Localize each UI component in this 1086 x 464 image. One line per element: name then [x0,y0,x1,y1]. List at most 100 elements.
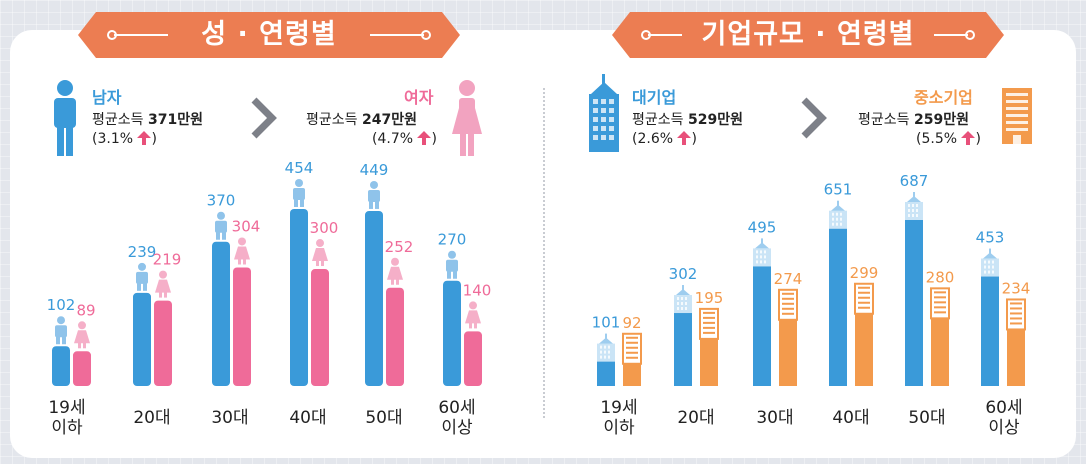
male-figure-icon [136,262,148,291]
male-icon [54,80,76,156]
chevron-right-icon [801,97,827,139]
bar-male [365,210,383,386]
income-value: 259만원 [913,112,969,128]
data-label-female: 140 [463,281,492,299]
data-label-large: 101 [592,314,621,332]
tower-figure-icon [981,248,999,277]
x-tick-label: 30대 [211,408,249,428]
bar-female [386,287,404,386]
male-legend-income: 평균소득 371만원 [92,109,203,129]
data-label-female: 219 [153,251,182,269]
tower-figure-icon [753,238,771,267]
up-arrow-icon [961,131,976,145]
sme-figure-icon [778,288,798,321]
sme-figure-icon [930,287,950,320]
x-tick-label: 30대 [756,408,794,428]
up-arrow-icon [417,131,432,145]
bar-male [52,346,70,386]
data-label-sme: 280 [926,268,955,286]
male-legend-change: (3.1% ) [92,131,157,147]
male-figure-icon [446,250,458,279]
income-label: 평균소득 [632,112,684,128]
female-figure-icon [74,321,90,349]
bar-female [233,267,251,386]
data-label-female: 89 [76,301,95,319]
data-label-male: 270 [438,231,467,249]
female-figure-icon [155,270,171,298]
bar-large-enterprise [597,361,615,386]
male-legend-name: 남자 [92,88,122,107]
data-label-sme: 234 [1002,279,1031,297]
x-tick-label: 50대 [365,408,403,428]
bar-female [464,331,482,386]
female-figure-icon [387,257,403,285]
change-value: (3.1% [92,131,134,147]
male-figure-icon [293,179,305,207]
data-label-female: 252 [385,238,414,256]
data-label-male: 102 [47,296,76,314]
income-label: 평균소득 [858,112,910,128]
banner-shape [78,12,460,58]
female-figure-icon [234,237,250,265]
sme-legend-change: (5.5% ) [916,131,981,147]
data-label-large: 687 [900,172,929,190]
income-value: 529만원 [687,112,743,128]
bar-female [311,269,329,386]
male-figure-icon [368,180,380,209]
bar-large-enterprise [753,266,771,386]
large-legend-income: 평균소득 529만원 [632,109,743,129]
x-tick-label: 19세 이하 [600,398,638,438]
bar-female [154,300,172,386]
right-banner: 기업규모 · 연령별 [612,12,1004,58]
bar-sme [623,363,641,386]
bar-large-enterprise [981,276,999,386]
sme-legend-name: 중소기업 [914,88,973,107]
data-label-male: 370 [207,192,236,210]
female-legend-name: 여자 [404,88,434,107]
sme-figure-icon [699,307,719,340]
x-tick-label: 40대 [289,408,327,428]
large-building-icon [589,74,619,152]
male-figure-icon [55,316,67,345]
bar-sme [700,338,718,386]
banner-shape [612,12,1004,58]
data-label-male: 239 [128,243,157,261]
x-tick-label: 20대 [133,408,171,428]
data-label-female: 300 [310,219,339,237]
income-label: 평균소득 [92,112,144,128]
income-value: 371만원 [147,112,203,128]
tower-figure-icon [905,192,923,220]
female-legend-income: 평균소득 247만원 [306,109,417,129]
data-label-large: 302 [669,265,698,283]
data-label-male: 454 [285,159,314,177]
female-icon [452,80,482,156]
x-tick-label: 60세 이상 [438,398,476,438]
female-figure-icon [465,301,481,329]
up-arrow-icon [137,131,152,145]
left-banner: 성 · 연령별 [78,12,460,58]
data-label-large: 453 [976,229,1005,247]
right-banner-title: 기업규모 · 연령별 [701,19,915,50]
data-label-female: 304 [232,217,261,235]
data-label-sme: 195 [695,289,724,307]
chevron-right-icon [251,97,277,139]
sme-figure-icon [622,332,642,365]
x-tick-label: 40대 [832,408,870,428]
bar-large-enterprise [674,313,692,386]
data-label-male: 449 [360,161,389,179]
change-value: (4.7% [372,131,414,147]
income-label: 평균소득 [306,112,358,128]
bar-male [133,292,151,386]
sme-figure-icon [1006,298,1026,331]
bar-large-enterprise [905,220,923,386]
data-label-sme: 274 [774,270,803,288]
x-tick-label: 19세 이하 [48,398,86,438]
bar-male [290,209,308,386]
data-label-sme: 92 [622,314,641,332]
x-tick-label: 50대 [908,408,946,428]
tower-figure-icon [674,285,692,314]
bar-large-enterprise [829,228,847,386]
tower-figure-icon [829,200,847,229]
change-value: (5.5% [916,131,958,147]
